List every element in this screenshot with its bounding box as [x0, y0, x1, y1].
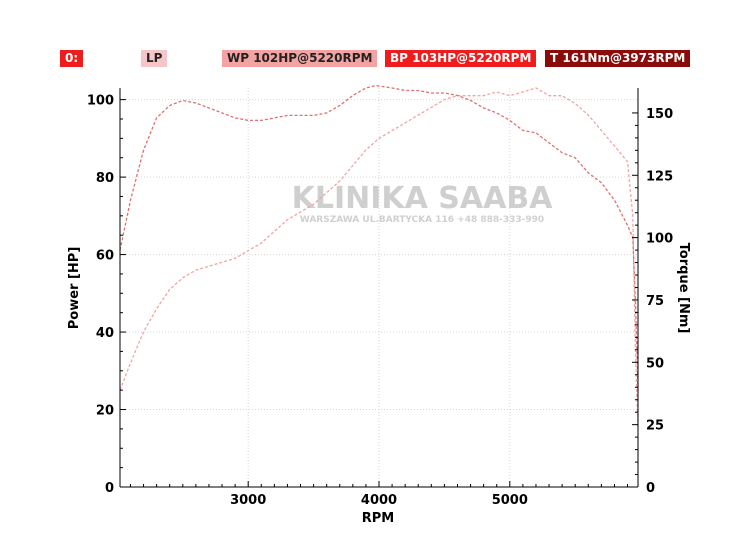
legend-item-wheel-power: WP 102HP@5220RPM	[222, 50, 378, 67]
y2-tick-label: 25	[646, 419, 664, 434]
y-tick-label: 0	[105, 481, 114, 496]
y-tick-label: 40	[96, 326, 114, 341]
chart-axes	[119, 88, 639, 488]
legend-item-run: 0:	[60, 50, 84, 67]
y2-tick-label: 50	[646, 356, 664, 371]
y2-tick-label: 150	[646, 107, 673, 122]
chart-grid	[120, 88, 638, 487]
x-axis-title: RPM	[362, 511, 394, 526]
x-tick-label: 5000	[492, 493, 528, 508]
y2-tick-label: 100	[646, 232, 673, 247]
y2-tick-label: 75	[646, 294, 664, 309]
y2-axis-title: Torque [Nm]	[676, 243, 691, 334]
y2-tick-label: 125	[646, 169, 673, 184]
watermark-title: KLINIKA SAABA	[292, 181, 554, 216]
y-tick-label: 60	[96, 249, 114, 264]
y2-tick-label: 0	[646, 481, 655, 496]
chart-series	[119, 84, 639, 429]
chart-ticks: 3000 4000 5000 0 20 40 60 80 100 0 25 50 75 100 125 150	[87, 94, 673, 508]
y-tick-label: 20	[96, 404, 114, 419]
y-axis-title: Power [HP]	[67, 247, 82, 330]
series-line-power	[119, 87, 639, 429]
watermark: KLINIKA SAABA WARSZAWA UL.BARTYCKA 116 +…	[292, 181, 554, 225]
x-tick-label: 3000	[230, 493, 266, 508]
legend-item-torque: T 161Nm@3973RPM	[545, 50, 691, 67]
legend-item-lp: LP	[141, 50, 168, 67]
series-line-torque	[119, 84, 639, 388]
y-tick-label: 100	[87, 94, 114, 109]
y-tick-label: 80	[96, 171, 114, 186]
x-tick-label: 4000	[361, 493, 397, 508]
legend-item-brake-power: BP 103HP@5220RPM	[385, 50, 537, 67]
watermark-subtitle: WARSZAWA UL.BARTYCKA 116 +48 888-333-990	[300, 215, 544, 225]
